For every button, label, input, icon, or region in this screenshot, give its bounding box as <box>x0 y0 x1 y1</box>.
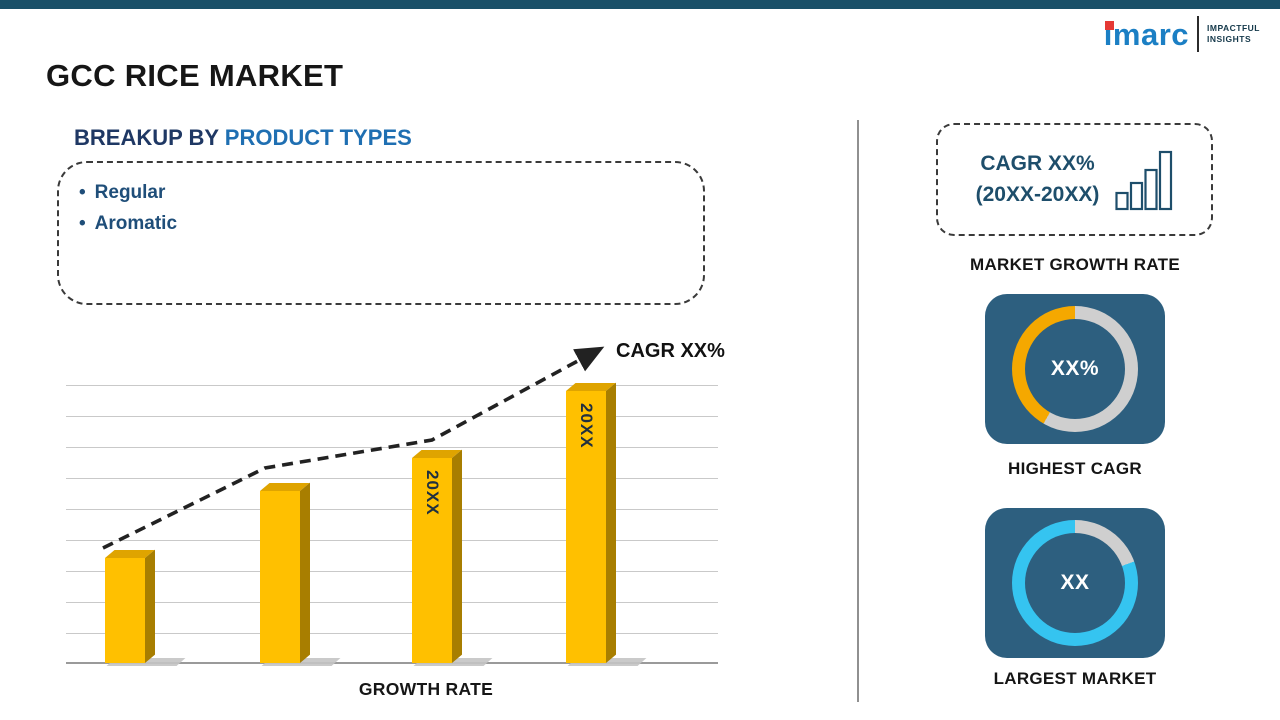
trend-arrow <box>102 346 605 550</box>
logo-red-flag-icon <box>1104 20 1114 30</box>
bar-2 <box>260 482 310 663</box>
logo-tagline: IMPACTFUL INSIGHTS <box>1207 23 1260 45</box>
bar-chart-icon <box>1115 150 1173 210</box>
chart-baseline <box>66 662 718 664</box>
bar-1 <box>105 549 155 663</box>
bar-4: 20XX <box>566 382 616 663</box>
logo-divider <box>1197 16 1200 52</box>
cagr-annotation: CAGR XX% <box>616 340 725 362</box>
donut-hole: XX% <box>1025 319 1125 419</box>
donut-hole: XX <box>1025 533 1125 633</box>
logo-tagline-line2: INSIGHTS <box>1207 34 1252 44</box>
top-accent-bar <box>0 0 1280 9</box>
bar-front-face <box>412 458 452 663</box>
cagr-box-text: CAGR XX% (20XX-20XX) <box>976 149 1100 210</box>
breakup-heading-highlight: PRODUCT TYPES <box>224 125 412 150</box>
breakup-item: • Aromatic <box>79 213 178 234</box>
chart-x-label: GROWTH RATE <box>358 679 494 699</box>
highest-cagr-donut: XX% <box>1012 306 1138 432</box>
trend-arrow-line <box>102 346 605 550</box>
breakup-box: • Regular • Aromatic <box>57 161 705 305</box>
bar-front-face <box>566 391 606 663</box>
cagr-box: CAGR XX% (20XX-20XX) <box>936 123 1213 236</box>
highest-cagr-card: XX% <box>985 294 1165 444</box>
imarc-logo: imarc IMPACTFUL INSIGHTS <box>1104 16 1260 52</box>
logo-text: imarc <box>1103 16 1190 52</box>
market-growth-rate-label: MARKET GROWTH RATE <box>969 255 1180 274</box>
bar-front-face <box>105 558 145 663</box>
bar-3: 20XX <box>412 449 462 663</box>
breakup-item: • Regular <box>79 182 166 203</box>
highest-cagr-value: XX% <box>1050 357 1100 380</box>
logo-tagline-line1: IMPACTFUL <box>1207 22 1260 33</box>
largest-market-card: XX <box>985 508 1165 658</box>
growth-bar-chart: 20XX 20XX <box>66 382 718 666</box>
bar-label: 20XX <box>423 470 442 516</box>
largest-market-value: XX <box>1060 571 1090 594</box>
cagr-box-line1: CAGR XX% <box>980 152 1095 176</box>
breakup-heading: BREAKUP BY PRODUCT TYPES <box>74 125 412 151</box>
bar-front-face <box>260 491 300 663</box>
breakup-list: • Regular • Aromatic <box>59 163 703 239</box>
breakup-heading-prefix: BREAKUP BY <box>74 125 225 150</box>
imarc-logo-wordmark: imarc <box>1104 19 1189 50</box>
vertical-divider <box>857 120 859 702</box>
page-title: GCC RICE MARKET <box>46 58 344 93</box>
highest-cagr-label: HIGHEST CAGR <box>1008 459 1142 478</box>
largest-market-label: LARGEST MARKET <box>993 669 1157 688</box>
bar-label: 20XX <box>577 403 596 449</box>
largest-market-donut: XX <box>1012 520 1138 646</box>
cagr-box-line2: (20XX-20XX) <box>975 182 1100 206</box>
